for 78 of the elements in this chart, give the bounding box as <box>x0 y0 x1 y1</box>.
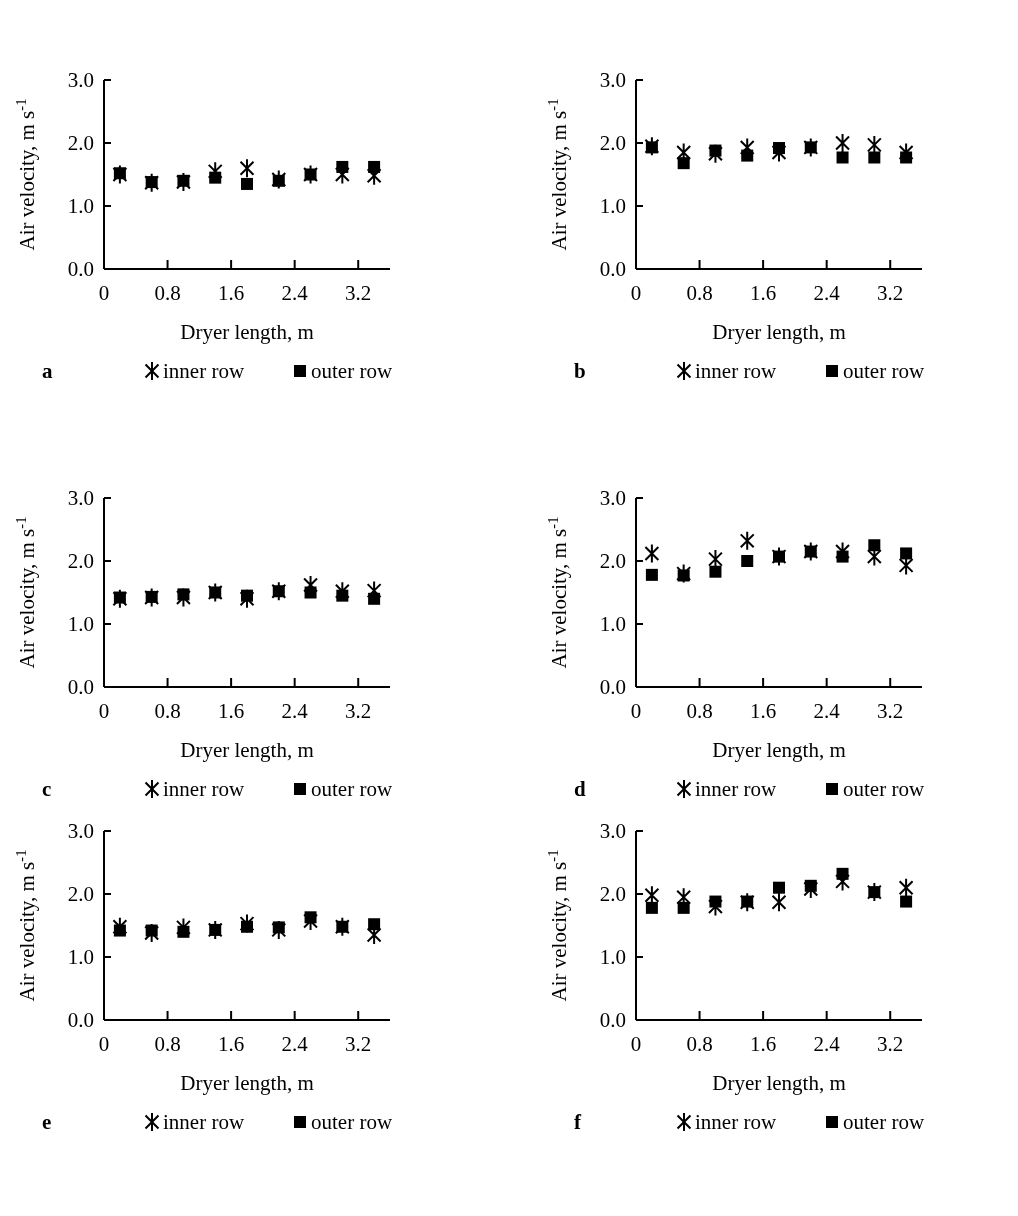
x-tick-label: 3.2 <box>877 281 904 305</box>
x-tick-label: 3.2 <box>345 1032 372 1056</box>
legend-label: outer row <box>843 1110 925 1134</box>
y-tick-label: 2.0 <box>599 131 626 156</box>
x-axis-title: Dryer length, m <box>180 320 314 344</box>
x-tick-label: 3.2 <box>877 699 904 723</box>
y-tick-label: 1.0 <box>599 612 626 637</box>
x-tick-label: 1.6 <box>749 281 777 305</box>
y-tick-label: 0.0 <box>599 675 626 700</box>
legend-label: outer row <box>311 777 393 801</box>
y-tick-label: 1.0 <box>599 945 626 970</box>
legend-label: inner row <box>163 777 245 801</box>
y-tick-label: 3.0 <box>67 68 94 93</box>
x-tick-label: 3.2 <box>345 281 372 305</box>
x-tick-label: 1.6 <box>217 281 245 305</box>
y-tick-label: 1.0 <box>67 945 94 970</box>
x-tick-label: 0.8 <box>686 699 713 723</box>
x-tick-label: 2.4 <box>281 699 309 723</box>
x-tick-label: 2.4 <box>281 281 309 305</box>
x-tick-label: 0.8 <box>686 281 713 305</box>
y-tick-label: 1.0 <box>67 194 94 219</box>
y-tick-label: 3.0 <box>599 819 626 844</box>
x-tick-label: 2.4 <box>281 1032 309 1056</box>
legend-label: outer row <box>311 359 393 383</box>
x-tick-label: 1.6 <box>217 1032 245 1056</box>
legend-label: inner row <box>163 359 245 383</box>
x-axis-title: Dryer length, m <box>712 738 846 762</box>
text: b <box>574 359 586 383</box>
y-tick-label: 3.0 <box>599 68 626 93</box>
y-tick-label: 0.0 <box>599 1008 626 1033</box>
x-tick-label: 2.4 <box>813 699 841 723</box>
text: a <box>42 359 53 383</box>
x-tick-label: 1.6 <box>749 699 777 723</box>
x-tick-label: 1.6 <box>217 699 245 723</box>
legend-label: inner row <box>163 1110 245 1134</box>
x-tick-label: 0 <box>630 1032 642 1056</box>
x-tick-label: 2.4 <box>813 1032 841 1056</box>
x-tick-label: 3.2 <box>877 1032 904 1056</box>
y-tick-label: 0.0 <box>67 675 94 700</box>
y-tick-label: 0.0 <box>67 257 94 282</box>
y-tick-label: 3.0 <box>67 819 94 844</box>
x-axis-title: Dryer length, m <box>180 738 314 762</box>
y-tick-label: 3.0 <box>599 486 626 511</box>
y-tick-label: 3.0 <box>67 486 94 511</box>
x-tick-label: 2.4 <box>813 281 841 305</box>
x-tick-label: 0.8 <box>154 1032 181 1056</box>
x-tick-label: 0 <box>98 1032 110 1056</box>
text: f <box>574 1110 582 1134</box>
x-axis-title: Dryer length, m <box>180 1071 314 1095</box>
x-tick-label: 0 <box>630 281 642 305</box>
x-tick-label: 0.8 <box>154 699 181 723</box>
x-tick-label: 3.2 <box>345 699 372 723</box>
legend-label: outer row <box>843 359 925 383</box>
text: d <box>574 777 586 801</box>
x-tick-label: 0 <box>98 281 110 305</box>
text: e <box>42 1110 52 1134</box>
y-tick-label: 0.0 <box>599 257 626 282</box>
legend-label: inner row <box>695 359 777 383</box>
x-axis-title: Dryer length, m <box>712 1071 846 1095</box>
x-tick-label: 0.8 <box>686 1032 713 1056</box>
y-tick-label: 2.0 <box>67 882 94 907</box>
text: c <box>42 777 52 801</box>
legend-label: inner row <box>695 1110 777 1134</box>
y-tick-label: 1.0 <box>67 612 94 637</box>
x-tick-label: 0 <box>98 699 110 723</box>
y-tick-label: 2.0 <box>599 882 626 907</box>
y-tick-label: 2.0 <box>599 549 626 574</box>
y-tick-label: 0.0 <box>67 1008 94 1033</box>
legend-label: outer row <box>311 1110 393 1134</box>
x-tick-label: 0.8 <box>154 281 181 305</box>
y-tick-label: 2.0 <box>67 131 94 156</box>
y-tick-label: 2.0 <box>67 549 94 574</box>
legend-label: inner row <box>695 777 777 801</box>
y-tick-label: 1.0 <box>599 194 626 219</box>
x-axis-title: Dryer length, m <box>712 320 846 344</box>
x-tick-label: 1.6 <box>749 1032 777 1056</box>
legend-label: outer row <box>843 777 925 801</box>
x-tick-label: 0 <box>630 699 642 723</box>
